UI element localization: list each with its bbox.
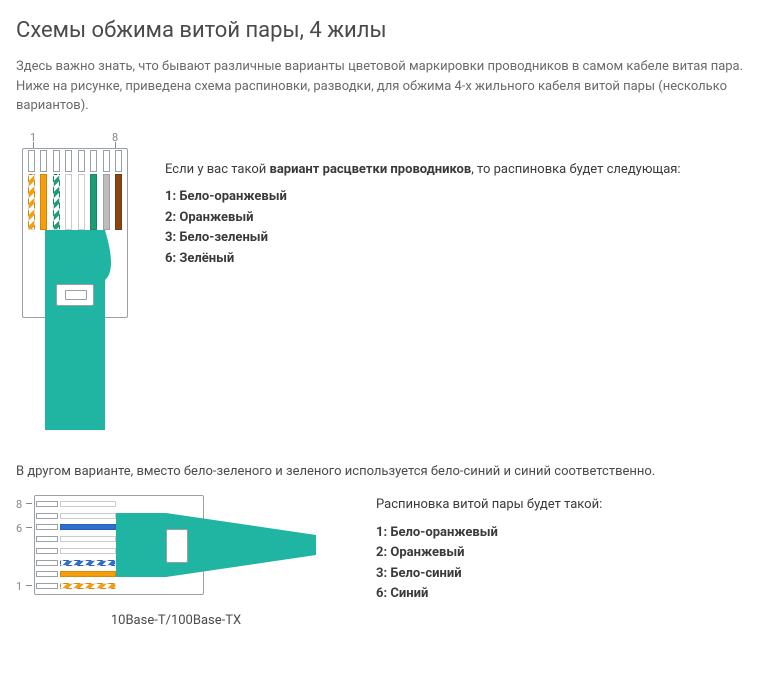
legend-row: 3: Бело-зеленый [165, 228, 747, 248]
legend-row: 6: Зелёный [165, 249, 747, 269]
variant-1-legend: 1: Бело-оранжевый2: Оранжевый3: Бело-зел… [165, 187, 747, 268]
variant-2-sublabel: 10Base-T/100Base-TX [16, 611, 336, 631]
pins [24, 150, 126, 174]
rj45-vertical-diagram: 1 8 [20, 130, 145, 440]
variant-1-row: 1 8 Если у вас такой вариант расцветки п… [16, 130, 747, 440]
pin-label-8: 8 [16, 497, 22, 514]
page-title: Схемы обжима витой пары, 4 жилы [16, 14, 747, 47]
pin-label-6: 6 [16, 521, 22, 538]
between-paragraph: В другом варианте, вместо бело-зеленого … [16, 462, 747, 482]
cable-icon [116, 513, 316, 577]
wires [60, 497, 116, 593]
legend-row: 1: Бело-оранжевый [165, 187, 747, 207]
connector-clip [166, 529, 188, 563]
wires [24, 174, 126, 230]
legend-row: 2: Оранжевый [165, 208, 747, 228]
legend-row: 2: Оранжевый [376, 543, 747, 563]
legend-row: 3: Бело-синий [376, 564, 747, 584]
variant-2-legend: 1: Бело-оранжевый2: Оранжевый3: Бело-син… [376, 523, 747, 604]
variant-2-row: 8 6 1 10Base-T/100Base-TX Распиновка вит… [16, 495, 747, 631]
rj45-horizontal-diagram: 8 6 1 [16, 495, 336, 605]
pins [36, 497, 60, 593]
connector-clip [56, 284, 94, 306]
intro-paragraph: Здесь важно знать, что бывают различные … [16, 57, 747, 116]
legend-row: 1: Бело-оранжевый [376, 523, 747, 543]
variant-1-intro: Если у вас такой вариант расцветки прово… [165, 160, 747, 180]
cable-icon [45, 230, 115, 430]
variant-2-heading: Распиновка витой пары будет такой: [376, 495, 747, 515]
legend-row: 6: Синий [376, 584, 747, 604]
pin-label-1: 1 [16, 579, 22, 596]
